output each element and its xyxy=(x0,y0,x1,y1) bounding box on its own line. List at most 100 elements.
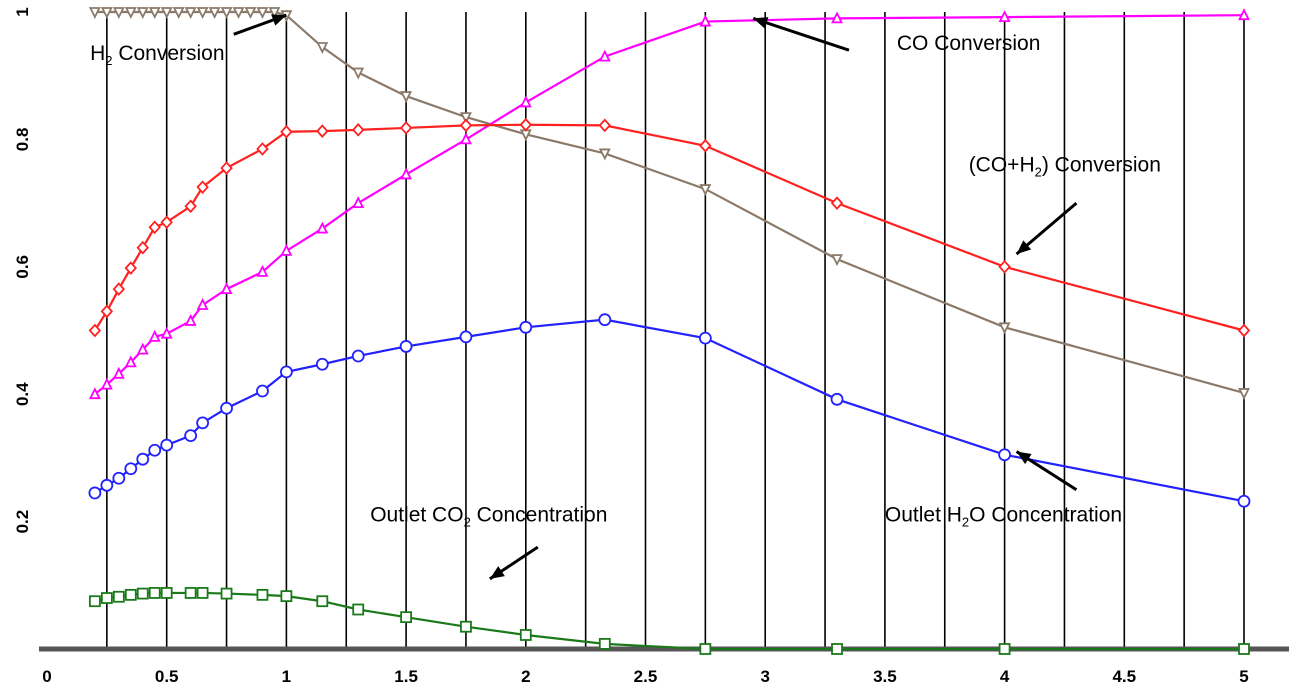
data-point xyxy=(315,357,329,371)
data-point xyxy=(519,320,533,334)
y-tick-label: 0.2 xyxy=(13,510,32,534)
data-point xyxy=(831,643,843,655)
x-tick-label: 0.5 xyxy=(155,667,179,686)
annotation-label: (CO+H2) Conversion xyxy=(969,153,1161,179)
data-point xyxy=(124,261,138,275)
data-point xyxy=(196,180,209,195)
data-point xyxy=(699,138,712,153)
data-point xyxy=(460,620,472,633)
data-point xyxy=(699,184,712,197)
data-point xyxy=(352,196,365,209)
data-point xyxy=(220,587,233,600)
data-point xyxy=(124,588,137,601)
data-point xyxy=(160,587,173,599)
series-0 xyxy=(88,7,1250,400)
data-point xyxy=(1238,8,1250,21)
data-point xyxy=(598,638,611,650)
data-point xyxy=(244,7,257,20)
data-point xyxy=(400,611,413,624)
data-point xyxy=(220,161,233,175)
data-point xyxy=(88,486,102,500)
data-point xyxy=(220,282,233,294)
data-point xyxy=(184,587,197,599)
data-point xyxy=(196,416,210,430)
data-point xyxy=(998,259,1011,274)
data-point xyxy=(184,429,198,443)
x-tick-label: 0 xyxy=(42,667,51,686)
data-point xyxy=(112,282,126,296)
data-point xyxy=(459,112,472,125)
annotation-label: H2 Conversion xyxy=(90,42,224,68)
data-point xyxy=(699,643,712,655)
data-point xyxy=(100,7,113,20)
annotation-label: CO Conversion xyxy=(897,32,1041,55)
y-tick-label: 0.6 xyxy=(13,255,32,279)
data-point xyxy=(459,132,472,145)
y-tick-label: 1 xyxy=(13,7,32,16)
annotation-0: H2 Conversion xyxy=(90,13,287,68)
y-tick-labels: 0.2 0.4 0.6 0.8 1 xyxy=(13,7,32,533)
data-point xyxy=(1237,494,1251,508)
data-point xyxy=(232,7,245,20)
data-point xyxy=(256,142,269,156)
data-point xyxy=(280,124,293,139)
data-point xyxy=(112,7,125,20)
data-point xyxy=(184,199,197,214)
data-point xyxy=(399,340,413,353)
data-point xyxy=(519,629,532,641)
data-point xyxy=(160,215,173,230)
data-point xyxy=(184,313,197,326)
x-tick-label: 5 xyxy=(1239,667,1248,686)
x-tick-label: 3 xyxy=(760,667,769,686)
data-point xyxy=(196,298,209,310)
data-point xyxy=(598,118,612,133)
data-point xyxy=(220,7,233,20)
arrow-head xyxy=(489,566,505,579)
data-point xyxy=(88,7,101,20)
x-tick-label: 2.5 xyxy=(634,667,658,686)
series-3 xyxy=(88,313,1251,508)
annotation-label: Outlet CO2 Concentration xyxy=(370,504,607,530)
data-point xyxy=(148,443,162,457)
data-point xyxy=(351,349,365,363)
data-point xyxy=(160,438,174,452)
data-point xyxy=(1238,643,1250,655)
data-point xyxy=(352,67,365,80)
data-point xyxy=(280,590,293,603)
annotation-3: Outlet H2O Concentration xyxy=(885,450,1122,530)
annotations: H2 Conversion CO Conversion (CO+H2) Conver… xyxy=(90,13,1161,581)
arrow-head xyxy=(1016,451,1032,465)
data-point xyxy=(148,7,161,20)
data-point xyxy=(160,326,173,339)
data-point xyxy=(400,167,413,180)
series-line xyxy=(94,10,1245,394)
data-point xyxy=(88,323,102,338)
data-point xyxy=(316,42,329,55)
data-point xyxy=(316,124,329,138)
data-point xyxy=(519,95,532,108)
x-tick-labels: 0 0.5 1 1.5 2 2.5 3 3.5 4 4.5 5 xyxy=(42,667,1248,686)
data-point xyxy=(830,196,844,210)
data-point xyxy=(316,221,329,234)
data-point xyxy=(112,366,125,379)
arrow-head xyxy=(1016,240,1032,255)
data-point xyxy=(88,595,101,608)
annotation-4: Outlet CO2 Concentration xyxy=(370,504,607,581)
data-point xyxy=(598,49,611,62)
data-point xyxy=(196,587,209,599)
series-line xyxy=(93,123,1245,332)
data-point xyxy=(112,471,126,485)
x-tick-label: 1.5 xyxy=(394,667,418,686)
data-point xyxy=(698,331,712,345)
data-point xyxy=(831,11,843,24)
arrow-head xyxy=(271,14,287,26)
series-1 xyxy=(88,8,1250,400)
data-point xyxy=(316,595,329,608)
data-point xyxy=(1237,323,1251,338)
data-point xyxy=(100,304,114,319)
data-point xyxy=(699,14,712,27)
data-point xyxy=(136,587,149,600)
data-point xyxy=(598,148,611,161)
series-line xyxy=(94,14,1245,396)
